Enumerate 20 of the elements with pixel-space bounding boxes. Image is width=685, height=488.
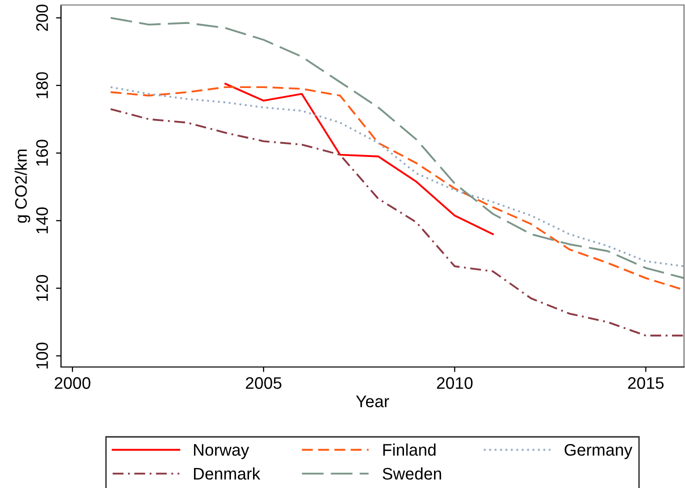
y-tick-label: 140 <box>36 207 48 234</box>
legend-label: Germany <box>564 444 632 460</box>
x-tick-label: 2000 <box>54 377 90 389</box>
line-series <box>110 108 684 336</box>
y-axis-title: g CO2/km <box>14 150 30 223</box>
y-tick-label: 180 <box>36 72 48 98</box>
line-series <box>224 82 494 236</box>
y-tick-label: 200 <box>36 4 48 31</box>
legend-label: Denmark <box>194 467 260 480</box>
legend-label: Norway <box>194 444 250 460</box>
line-series <box>110 16 684 280</box>
y-tick-label: 100 <box>36 342 48 368</box>
y-tick-label: 120 <box>36 274 48 301</box>
legend-label: Sweden <box>382 467 442 480</box>
legend-label: Finland <box>383 444 436 456</box>
x-tick-label: 2015 <box>628 377 664 389</box>
y-tick-label: 160 <box>36 140 48 166</box>
x-axis-title: Year <box>356 396 390 408</box>
x-tick-label: 2005 <box>246 377 282 389</box>
x-tick-label: 2010 <box>436 377 473 389</box>
